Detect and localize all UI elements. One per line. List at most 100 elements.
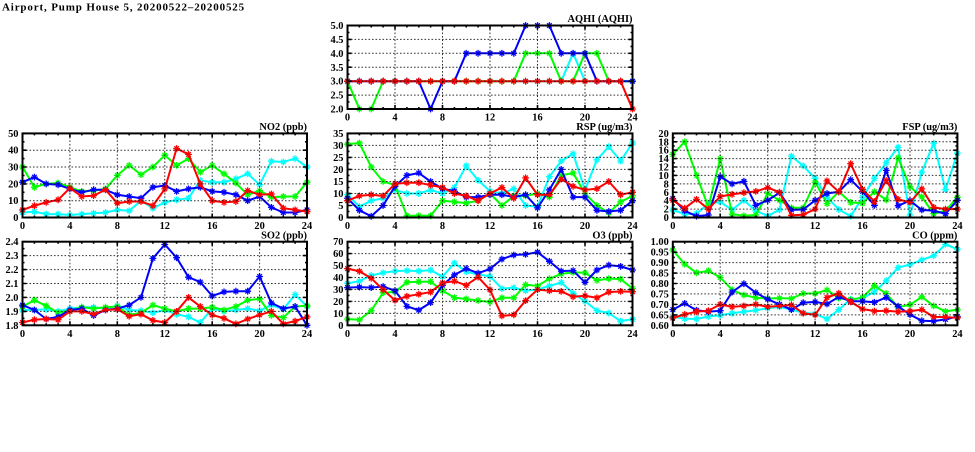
svg-text:70: 70 bbox=[333, 237, 343, 248]
svg-text:0.75: 0.75 bbox=[651, 289, 669, 300]
svg-text:24: 24 bbox=[627, 329, 637, 340]
svg-text:8: 8 bbox=[765, 329, 770, 340]
svg-text:20: 20 bbox=[8, 179, 18, 190]
svg-text:0: 0 bbox=[13, 213, 18, 224]
svg-text:1.00: 1.00 bbox=[651, 237, 669, 248]
svg-text:2.2: 2.2 bbox=[6, 265, 19, 276]
svg-text:20: 20 bbox=[254, 221, 264, 232]
svg-text:2.0: 2.0 bbox=[331, 105, 344, 116]
svg-text:24: 24 bbox=[627, 221, 637, 232]
svg-text:20: 20 bbox=[580, 221, 590, 232]
svg-text:12: 12 bbox=[810, 221, 820, 232]
svg-text:8: 8 bbox=[440, 113, 445, 124]
svg-text:3.0: 3.0 bbox=[331, 77, 344, 88]
svg-text:0: 0 bbox=[670, 221, 675, 232]
svg-text:12: 12 bbox=[658, 163, 668, 174]
svg-text:NO2 (ppb): NO2 (ppb) bbox=[259, 122, 307, 133]
svg-text:0: 0 bbox=[345, 221, 350, 232]
svg-text:5.0: 5.0 bbox=[331, 21, 344, 32]
svg-text:5: 5 bbox=[338, 201, 343, 212]
svg-text:30: 30 bbox=[8, 163, 18, 174]
svg-text:24: 24 bbox=[627, 113, 637, 124]
svg-text:8: 8 bbox=[115, 329, 120, 340]
svg-text:16: 16 bbox=[532, 329, 542, 340]
svg-text:0.95: 0.95 bbox=[651, 248, 669, 259]
svg-text:O3 (ppb): O3 (ppb) bbox=[592, 230, 632, 241]
svg-text:2.1: 2.1 bbox=[6, 279, 19, 290]
svg-text:16: 16 bbox=[857, 329, 867, 340]
svg-text:Airport, Pump House 5, 2020052: Airport, Pump House 5, 20200522–20200525 bbox=[2, 2, 245, 14]
svg-text:50: 50 bbox=[333, 261, 343, 272]
svg-text:0: 0 bbox=[664, 213, 669, 224]
svg-text:40: 40 bbox=[8, 146, 18, 157]
svg-text:4.0: 4.0 bbox=[331, 49, 344, 60]
svg-text:0: 0 bbox=[345, 113, 350, 124]
svg-text:2.4: 2.4 bbox=[6, 237, 19, 248]
svg-text:20: 20 bbox=[905, 329, 915, 340]
svg-text:4: 4 bbox=[67, 329, 72, 340]
svg-text:AQHI (AQHI): AQHI (AQHI) bbox=[568, 14, 633, 25]
svg-text:20: 20 bbox=[254, 329, 264, 340]
svg-text:4: 4 bbox=[664, 196, 669, 207]
svg-text:FSP (ug/m3): FSP (ug/m3) bbox=[902, 122, 957, 133]
svg-text:15: 15 bbox=[333, 177, 343, 188]
svg-text:60: 60 bbox=[333, 249, 343, 260]
svg-text:16: 16 bbox=[857, 221, 867, 232]
svg-text:0.70: 0.70 bbox=[651, 300, 669, 311]
svg-text:30: 30 bbox=[333, 285, 343, 296]
svg-text:10: 10 bbox=[333, 189, 343, 200]
svg-text:24: 24 bbox=[952, 329, 962, 340]
svg-text:18: 18 bbox=[658, 137, 668, 148]
svg-text:20: 20 bbox=[658, 129, 668, 140]
svg-text:0: 0 bbox=[338, 321, 343, 332]
svg-text:24: 24 bbox=[302, 221, 312, 232]
svg-text:8: 8 bbox=[664, 179, 669, 190]
svg-text:40: 40 bbox=[333, 273, 343, 284]
svg-text:2: 2 bbox=[664, 205, 669, 216]
svg-text:CO (ppm): CO (ppm) bbox=[912, 230, 957, 241]
svg-text:0: 0 bbox=[670, 329, 675, 340]
svg-text:0: 0 bbox=[20, 221, 25, 232]
svg-text:4: 4 bbox=[718, 329, 723, 340]
svg-text:16: 16 bbox=[532, 221, 542, 232]
svg-text:12: 12 bbox=[810, 329, 820, 340]
svg-text:4: 4 bbox=[67, 221, 72, 232]
svg-text:10: 10 bbox=[658, 171, 668, 182]
svg-text:SO2 (ppb): SO2 (ppb) bbox=[261, 230, 307, 241]
svg-text:12: 12 bbox=[485, 221, 495, 232]
svg-text:4: 4 bbox=[392, 329, 397, 340]
svg-text:16: 16 bbox=[207, 221, 217, 232]
svg-text:0.65: 0.65 bbox=[651, 310, 669, 321]
svg-text:12: 12 bbox=[485, 329, 495, 340]
svg-text:2.3: 2.3 bbox=[6, 251, 19, 262]
svg-text:20: 20 bbox=[580, 329, 590, 340]
svg-text:12: 12 bbox=[485, 113, 495, 124]
svg-text:3.5: 3.5 bbox=[331, 63, 344, 74]
svg-text:16: 16 bbox=[658, 146, 668, 157]
svg-text:6: 6 bbox=[664, 188, 669, 199]
svg-text:24: 24 bbox=[952, 221, 962, 232]
svg-text:4: 4 bbox=[718, 221, 723, 232]
svg-text:8: 8 bbox=[440, 329, 445, 340]
svg-text:0.90: 0.90 bbox=[651, 258, 669, 269]
svg-text:10: 10 bbox=[8, 196, 18, 207]
svg-text:RSP (ug/m3): RSP (ug/m3) bbox=[576, 122, 632, 133]
svg-text:20: 20 bbox=[905, 221, 915, 232]
svg-text:0.60: 0.60 bbox=[651, 321, 669, 332]
svg-text:8: 8 bbox=[440, 221, 445, 232]
svg-text:20: 20 bbox=[333, 165, 343, 176]
svg-text:16: 16 bbox=[207, 329, 217, 340]
svg-text:12: 12 bbox=[160, 329, 170, 340]
svg-text:12: 12 bbox=[160, 221, 170, 232]
svg-text:1.9: 1.9 bbox=[6, 307, 19, 318]
svg-text:50: 50 bbox=[8, 129, 18, 140]
svg-text:4.5: 4.5 bbox=[331, 35, 344, 46]
svg-text:2.0: 2.0 bbox=[6, 293, 19, 304]
svg-text:0: 0 bbox=[20, 329, 25, 340]
svg-text:25: 25 bbox=[333, 153, 343, 164]
svg-text:0.85: 0.85 bbox=[651, 269, 669, 280]
svg-text:35: 35 bbox=[333, 129, 343, 140]
svg-text:20: 20 bbox=[333, 297, 343, 308]
svg-text:8: 8 bbox=[765, 221, 770, 232]
svg-text:30: 30 bbox=[333, 141, 343, 152]
